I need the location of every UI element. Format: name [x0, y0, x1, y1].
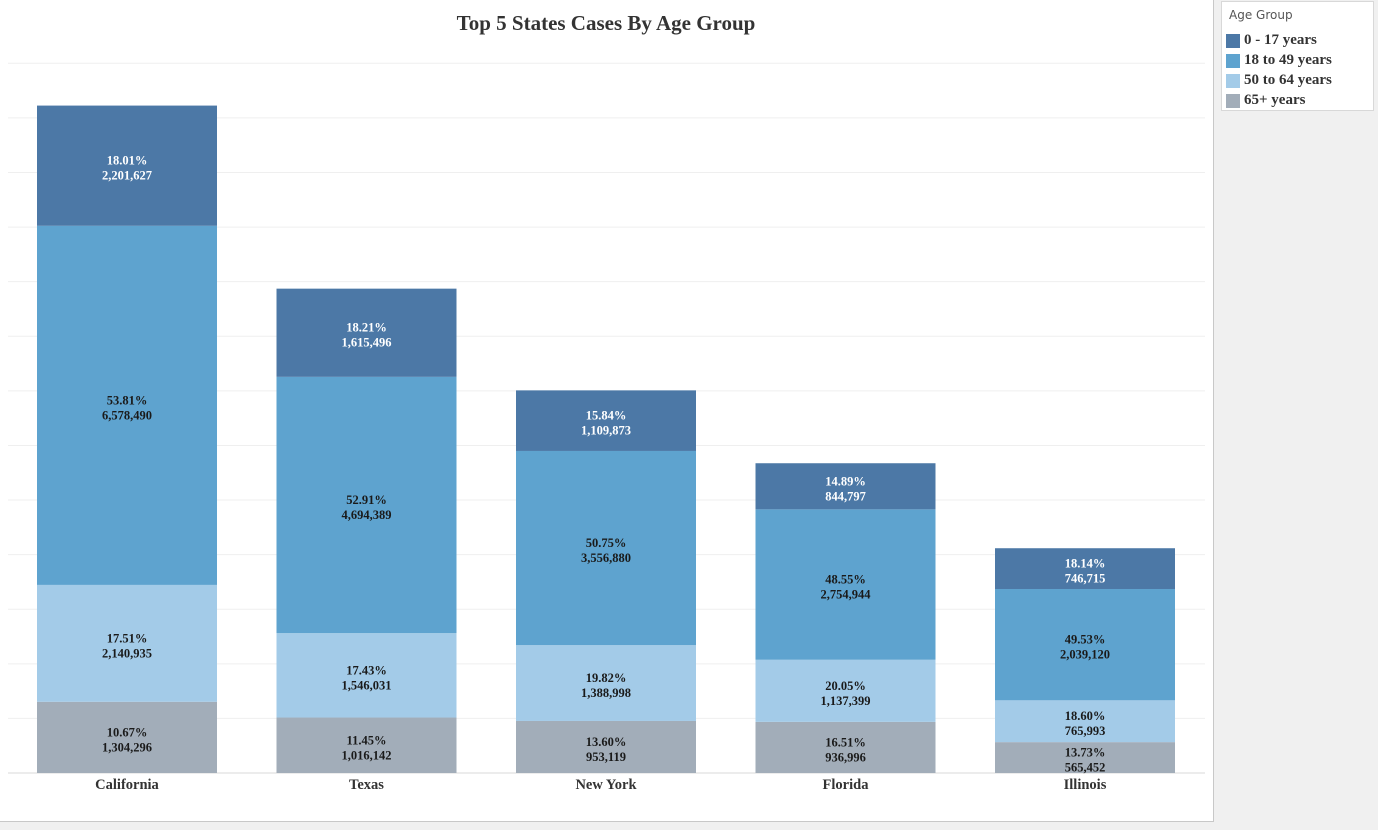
- percent-label: 18.01%: [107, 154, 148, 168]
- legend-label: 0 - 17 years: [1244, 32, 1317, 48]
- legend-item-0-17[interactable]: 0 - 17 years: [1226, 32, 1372, 51]
- percent-label: 18.21%: [346, 321, 387, 335]
- bar-segment[interactable]: [276, 288, 457, 377]
- bar-segment[interactable]: [995, 588, 1175, 701]
- value-label: 2,754,944: [821, 588, 872, 602]
- bar-segment[interactable]: [995, 700, 1175, 743]
- value-label: 2,039,120: [1060, 648, 1110, 662]
- legend: Age Group 0 - 17 years 18 to 49 years 50…: [1221, 1, 1374, 111]
- bar-segment[interactable]: [276, 633, 457, 718]
- legend-swatch: [1226, 54, 1240, 68]
- percent-label: 17.51%: [107, 631, 148, 645]
- percent-label: 17.43%: [346, 663, 387, 677]
- legend-item-18-49[interactable]: 18 to 49 years: [1226, 52, 1372, 71]
- legend-swatch: [1226, 94, 1240, 108]
- bar-segment[interactable]: [516, 720, 696, 773]
- value-label: 746,715: [1065, 572, 1106, 586]
- value-label: 2,140,935: [102, 646, 152, 660]
- bar-segment[interactable]: [37, 701, 217, 773]
- percent-label: 16.51%: [825, 735, 866, 749]
- value-label: 1,109,873: [581, 424, 631, 438]
- value-label: 1,615,496: [342, 336, 392, 350]
- bar-segment[interactable]: [276, 376, 457, 634]
- percent-label: 52.91%: [346, 493, 387, 507]
- bar-segment[interactable]: [37, 584, 217, 702]
- bar-segment[interactable]: [755, 721, 936, 773]
- x-axis: California Texas New York Florida Illinois: [95, 777, 1107, 793]
- legend-swatch: [1226, 34, 1240, 48]
- x-tick-label: Texas: [349, 777, 384, 793]
- percent-label: 19.82%: [586, 671, 627, 685]
- value-label: 4,694,389: [342, 508, 392, 522]
- percent-label: 18.14%: [1065, 557, 1106, 571]
- bar-segment[interactable]: [37, 105, 217, 226]
- data-labels: 10.67%1,304,296 17.51%2,140,935 53.81%6,57…: [102, 154, 1110, 775]
- legend-label: 65+ years: [1244, 92, 1306, 108]
- legend-swatch: [1226, 74, 1240, 88]
- percent-label: 49.53%: [1065, 633, 1106, 647]
- bar-segment[interactable]: [755, 509, 936, 660]
- value-label: 765,993: [1065, 724, 1106, 738]
- stacked-bar-chart: 10.67%1,304,296 17.51%2,140,935 53.81%6,57…: [8, 11, 1205, 793]
- bar-segment[interactable]: [37, 225, 217, 585]
- legend-label: 50 to 64 years: [1244, 72, 1332, 88]
- percent-label: 48.55%: [825, 573, 866, 587]
- percent-label: 15.84%: [586, 409, 627, 423]
- legend-label: 18 to 49 years: [1244, 52, 1332, 68]
- bars: [37, 105, 1175, 773]
- chart-title: Top 5 States Cases By Age Group: [457, 11, 756, 35]
- value-label: 1,016,142: [342, 748, 392, 762]
- x-tick-label: New York: [575, 777, 637, 793]
- x-tick-label: Illinois: [1064, 777, 1107, 793]
- percent-label: 50.75%: [586, 536, 627, 550]
- legend-item-65-plus[interactable]: 65+ years: [1226, 92, 1372, 111]
- chart-panel: 10.67% 1,304,296 17.51% 2,140,935 53.81% 6,57…: [0, 0, 1214, 822]
- percent-label: 10.67%: [107, 725, 148, 739]
- percent-label: 53.81%: [107, 393, 148, 407]
- bar-segment[interactable]: [995, 742, 1175, 773]
- value-label: 2,201,627: [102, 169, 152, 183]
- legend-item-50-64[interactable]: 50 to 64 years: [1226, 72, 1372, 91]
- legend-title: Age Group: [1229, 8, 1293, 22]
- percent-label: 14.89%: [825, 474, 866, 488]
- percent-label: 11.45%: [347, 733, 387, 747]
- bar-segment[interactable]: [516, 450, 696, 646]
- bar-segment[interactable]: [995, 548, 1175, 589]
- bar-segment[interactable]: [755, 463, 936, 510]
- percent-label: 13.73%: [1065, 746, 1106, 760]
- bar-segment[interactable]: [516, 645, 696, 721]
- value-label: 3,556,880: [581, 551, 631, 565]
- value-label: 1,388,998: [581, 686, 631, 700]
- value-label: 936,996: [825, 750, 866, 764]
- bar-segment[interactable]: [276, 717, 457, 773]
- percent-label: 18.60%: [1065, 709, 1106, 723]
- x-tick-label: California: [95, 777, 159, 793]
- value-label: 953,119: [586, 750, 626, 764]
- bar-segment[interactable]: [516, 390, 696, 451]
- value-label: 1,304,296: [102, 740, 152, 754]
- value-label: 565,452: [1065, 761, 1106, 775]
- value-label: 6,578,490: [102, 408, 152, 422]
- value-label: 1,546,031: [342, 678, 392, 692]
- percent-label: 13.60%: [586, 735, 627, 749]
- x-tick-label: Florida: [823, 777, 870, 793]
- percent-label: 20.05%: [825, 679, 866, 693]
- value-label: 844,797: [825, 489, 866, 503]
- value-label: 1,137,399: [821, 694, 871, 708]
- bar-segment[interactable]: [755, 659, 936, 722]
